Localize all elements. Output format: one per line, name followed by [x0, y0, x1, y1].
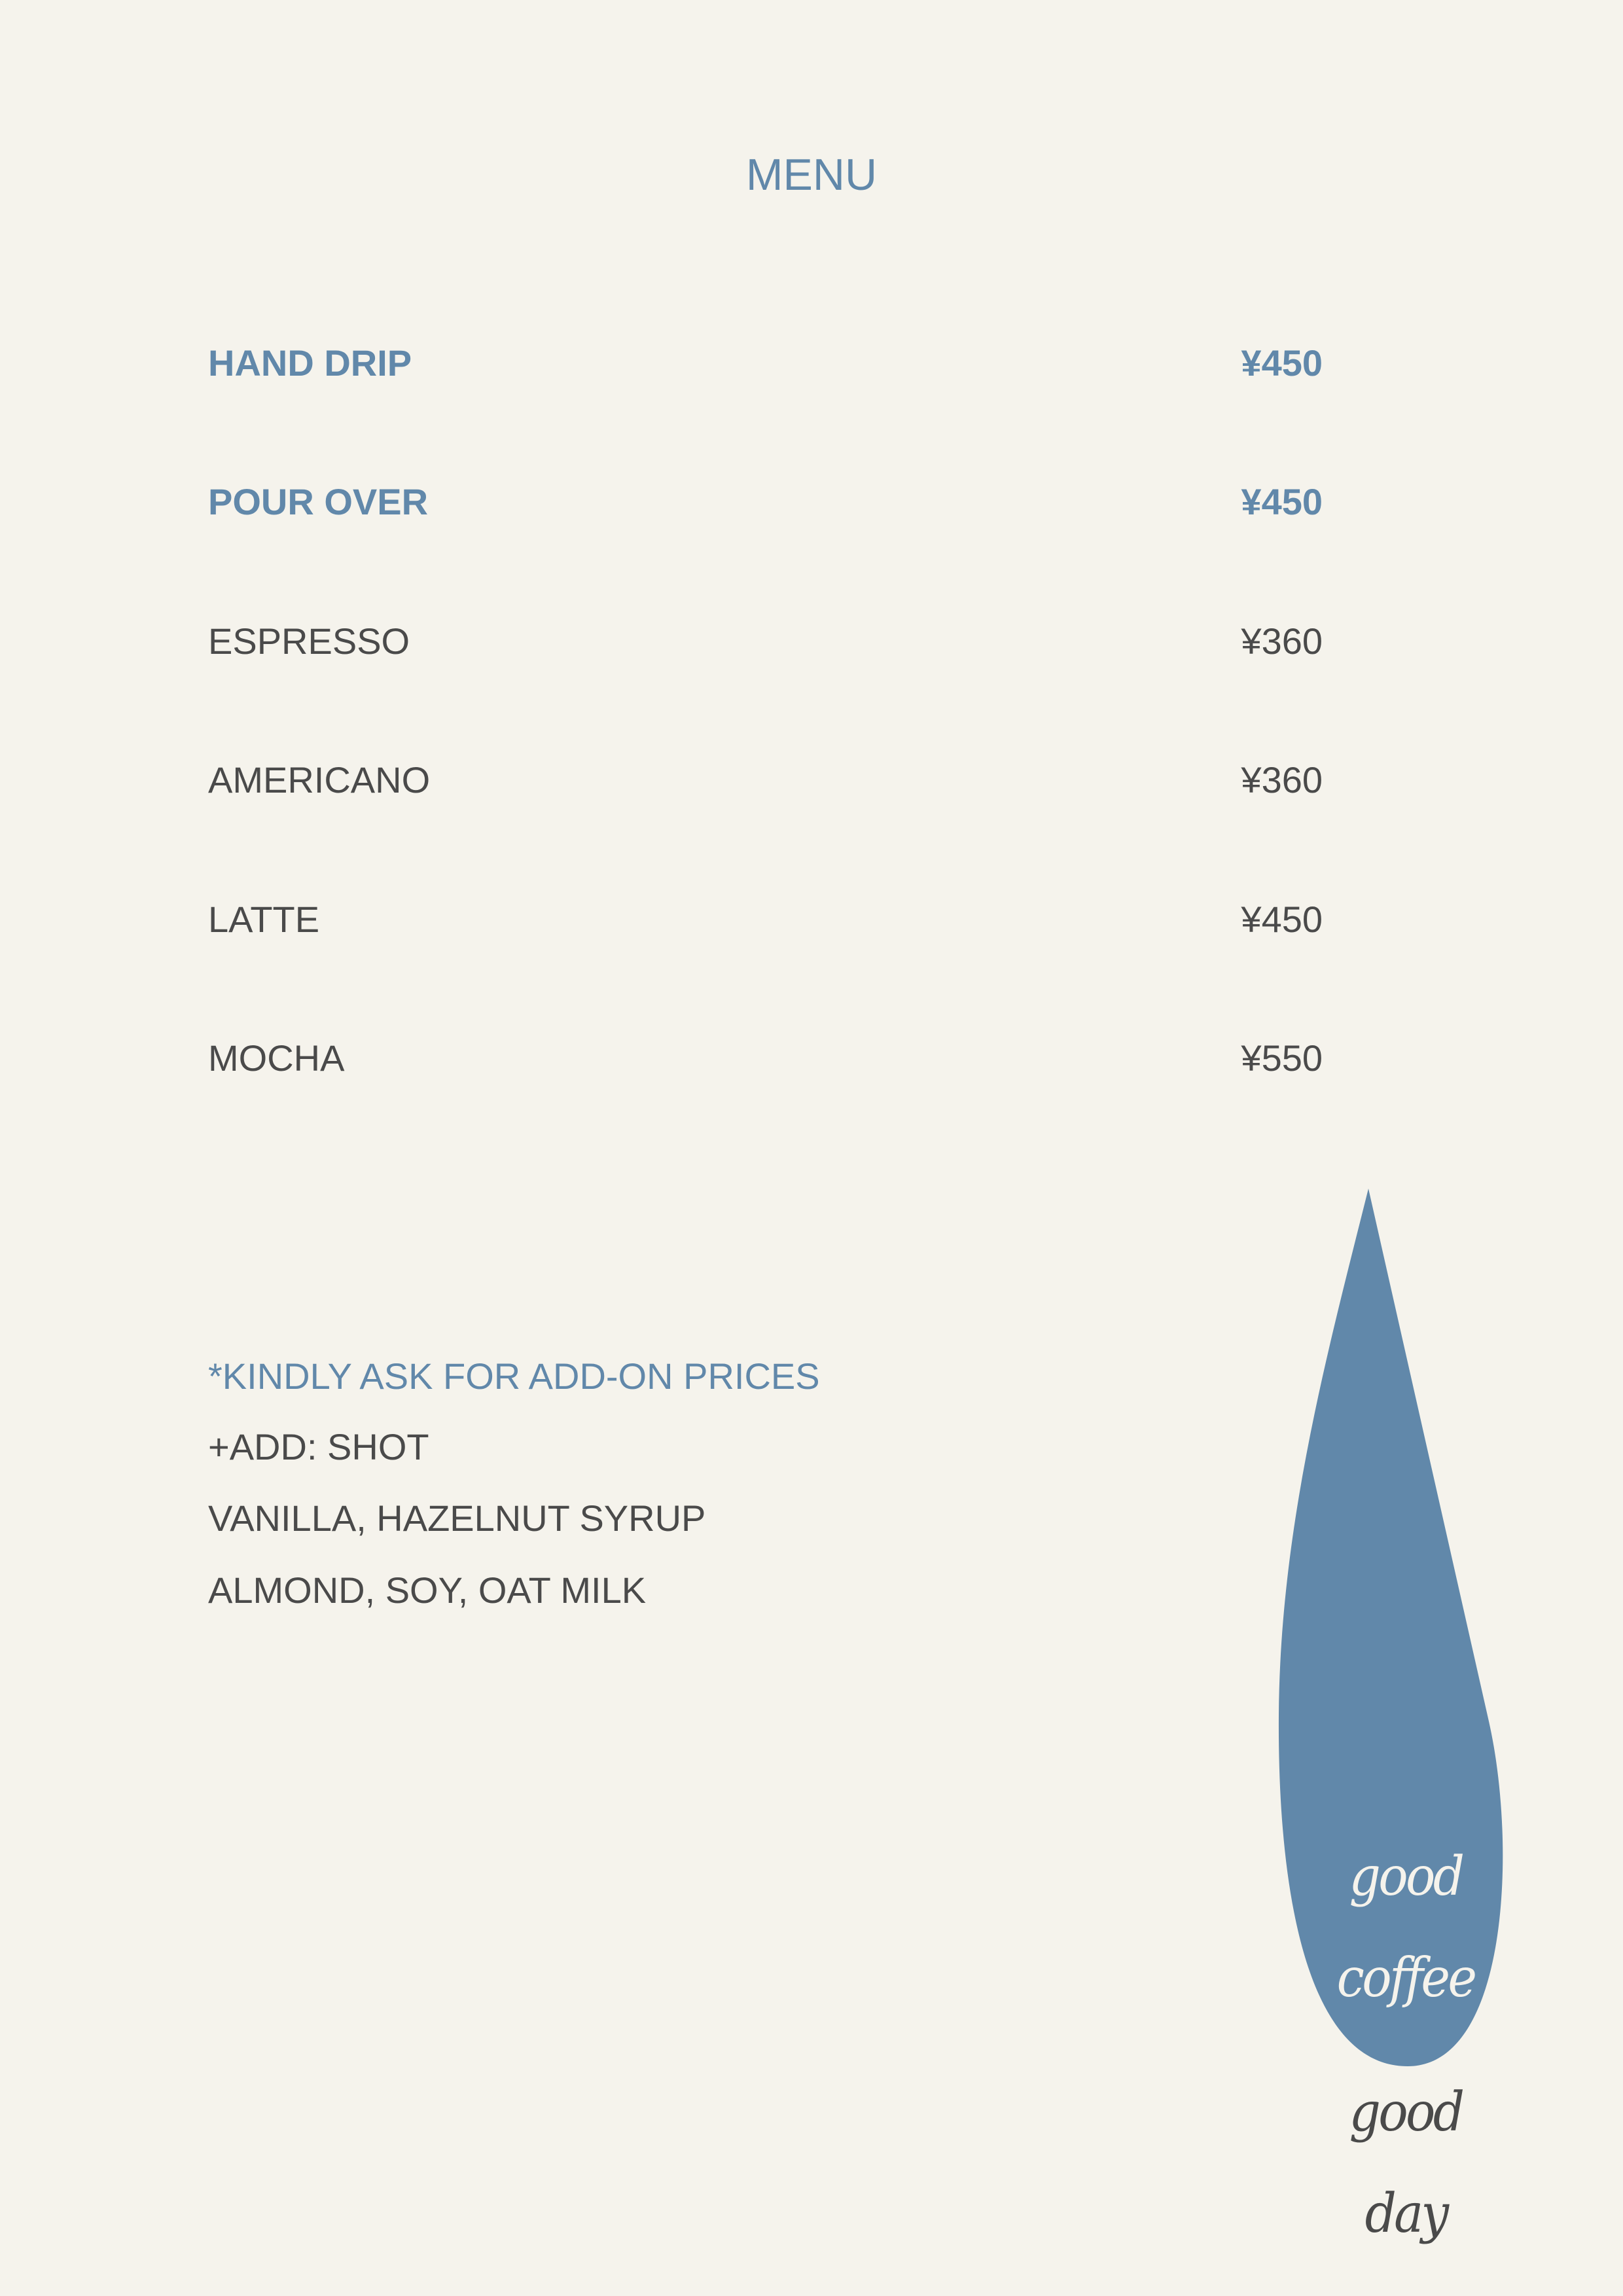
item-price: ¥450: [1241, 899, 1323, 940]
item-price: ¥550: [1241, 1037, 1323, 1079]
menu-item-mocha: MOCHA ¥550: [208, 1037, 1323, 1083]
item-name: LATTE: [208, 899, 320, 940]
tagline-coffee: coffee: [1336, 1947, 1477, 2009]
item-price: ¥360: [1241, 759, 1323, 800]
item-name: MOCHA: [208, 1037, 345, 1079]
menu-item-latte: LATTE ¥450: [208, 898, 1323, 944]
item-name: AMERICANO: [208, 759, 431, 800]
item-price: ¥450: [1241, 342, 1323, 384]
menu-item-hand-drip: HAND DRIP ¥450: [208, 342, 1323, 387]
addon-syrups: VANILLA, HAZELNUT SYRUP: [208, 1498, 706, 1539]
addon-notice: *KINDLY ASK FOR ADD-ON PRICES: [208, 1355, 820, 1397]
tagline-good: good: [1349, 1846, 1465, 1908]
item-name: HAND DRIP: [208, 342, 412, 384]
tagline-good-2: good: [1349, 2081, 1465, 2144]
menu-title: MENU: [745, 150, 878, 200]
menu-item-americano: AMERICANO ¥360: [208, 759, 1323, 804]
menu-item-pour-over: POUR OVER ¥450: [208, 480, 1323, 526]
menu-item-espresso: ESPRESSO ¥360: [208, 620, 1323, 666]
item-name: ESPRESSO: [208, 620, 410, 662]
tagline-day: day: [1364, 2183, 1450, 2245]
item-price: ¥450: [1241, 481, 1323, 522]
item-name: POUR OVER: [208, 481, 429, 522]
addon-shot: +ADD: SHOT: [208, 1426, 429, 1467]
item-price: ¥360: [1241, 620, 1323, 662]
addon-milks: ALMOND, SOY, OAT MILK: [208, 1570, 647, 1611]
